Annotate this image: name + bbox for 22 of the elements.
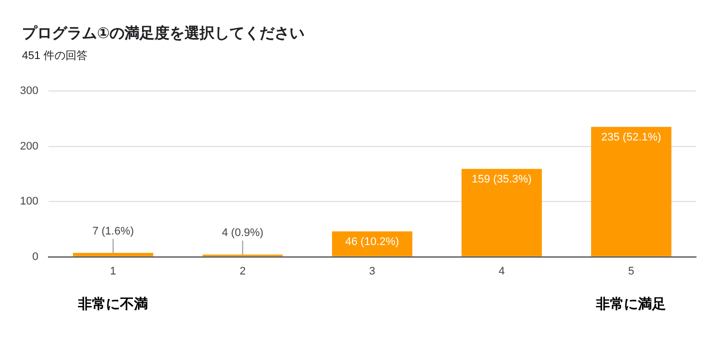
text: 非常に満足 bbox=[595, 296, 666, 312]
data-label: 46 (10.2%) bbox=[345, 236, 400, 248]
data-label: 4 (0.9%) bbox=[222, 227, 264, 240]
data-label: 159 (35.3%) bbox=[472, 173, 532, 186]
chart-title: プログラム①の満足度を選択してください bbox=[22, 24, 305, 43]
chart-subtitle: 451 件の回答 bbox=[22, 49, 88, 63]
x-tick-label: 1 bbox=[110, 265, 116, 278]
bar bbox=[332, 231, 412, 256]
x-tick-label: 5 bbox=[628, 265, 634, 278]
x-tick-label: 3 bbox=[369, 265, 376, 278]
y-tick-label: 0 bbox=[32, 250, 38, 263]
y-tick-label: 300 bbox=[20, 85, 38, 98]
data-label: 235 (52.1%) bbox=[601, 131, 662, 144]
bar bbox=[462, 168, 542, 256]
x-tick-label: 4 bbox=[498, 265, 505, 278]
bar bbox=[591, 126, 672, 256]
y-tick-label: 200 bbox=[20, 140, 38, 152]
text: 非常に不満 bbox=[77, 296, 148, 312]
bar bbox=[72, 252, 154, 256]
y-tick-label: 100 bbox=[20, 196, 38, 208]
x-tick-label: 2 bbox=[240, 265, 246, 278]
data-label: 7 (1.6%) bbox=[92, 225, 134, 238]
